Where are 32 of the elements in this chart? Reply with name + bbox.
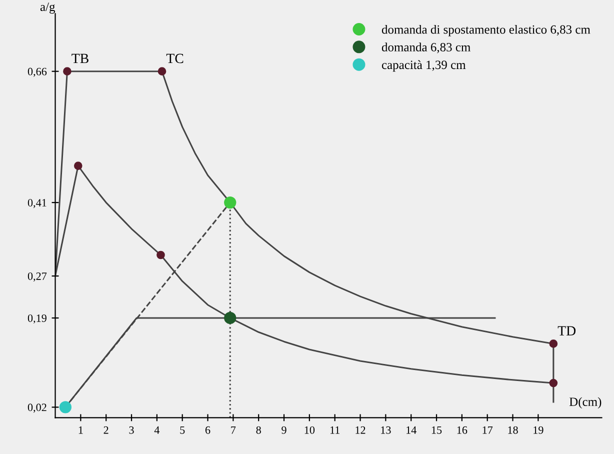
x-tick-label: 14 [406, 426, 416, 434]
x-axis-title: D(cm) [569, 397, 602, 409]
annotation: TC [166, 54, 184, 64]
y-axis-title: a/g [40, 2, 56, 14]
y-tick-label: 0,66 [28, 68, 47, 77]
y-tick-label: 0,27 [28, 272, 47, 282]
x-tick-label: 2 [104, 426, 108, 434]
x-tick-label: 17 [482, 426, 493, 434]
x-tick-label: 5 [180, 426, 185, 434]
x-tick-label: 6 [205, 426, 210, 434]
x-tick-label: 4 [154, 426, 160, 434]
x-tick-label: 18 [508, 426, 518, 434]
annotation: TB [72, 54, 88, 64]
x-tick-label: 15 [432, 426, 442, 434]
x-tick-label: 19 [534, 426, 544, 434]
x-tick-label: 13 [381, 426, 391, 434]
x-tick-label: 16 [457, 426, 468, 434]
legend-label: domanda 6,83 cm [382, 42, 470, 54]
x-tick-label: 9 [282, 426, 286, 434]
legend-label: capacità 1,39 cm [382, 60, 466, 72]
x-tick-label: 10 [304, 426, 315, 434]
x-tick-label: 1 [78, 426, 83, 434]
legend-label: domanda di spostamento elastico 6,83 cm [382, 24, 590, 36]
y-tick-label: 0,02 [28, 404, 46, 413]
x-tick-label: 12 [356, 426, 366, 434]
y-tick-label: 0,19 [28, 314, 46, 324]
x-tick-label: 3 [129, 426, 134, 434]
annotation: TD [558, 326, 576, 336]
x-tick-label: 8 [256, 426, 261, 434]
x-tick-label: 11 [330, 426, 340, 434]
x-tick-label: 7 [231, 426, 236, 434]
y-tick-label: 0,41 [28, 198, 46, 208]
